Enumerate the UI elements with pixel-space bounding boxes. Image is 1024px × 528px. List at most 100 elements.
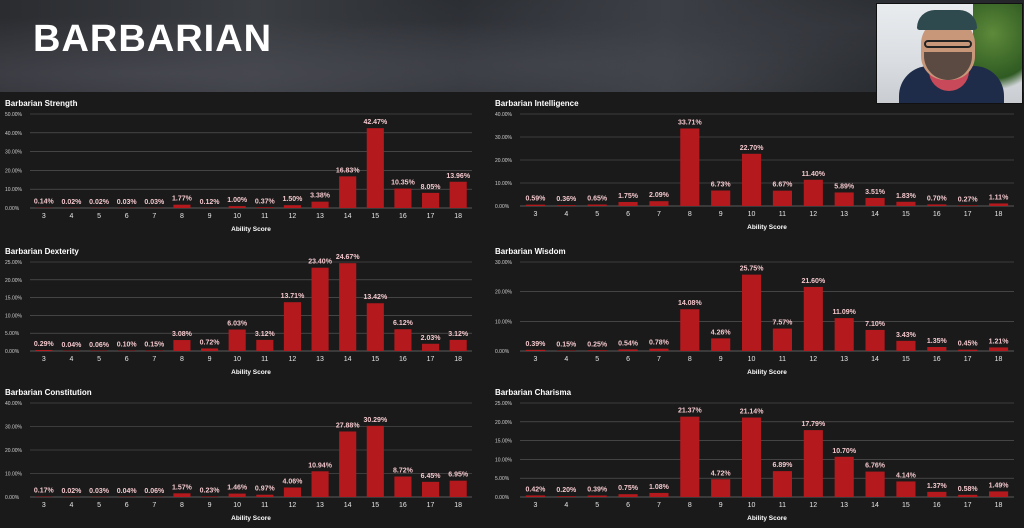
data-label: 8.05%	[421, 184, 442, 191]
x-tick-label: 11	[261, 356, 268, 363]
data-label: 0.12%	[200, 199, 221, 206]
chart-svg: Barbarian Strength 0.00% 10.00% 20.00% 30.00…	[5, 99, 472, 233]
data-label: 0.15%	[144, 341, 165, 348]
bar	[741, 417, 762, 497]
bar	[200, 348, 219, 351]
x-tick-label: 18	[995, 502, 1003, 509]
chart-title: Barbarian Wisdom	[495, 247, 566, 256]
bar	[35, 349, 53, 351]
x-tick-label: 18	[454, 502, 462, 509]
x-tick-label: 17	[427, 356, 435, 363]
x-axis-label: Ability Score	[231, 515, 271, 522]
y-tick-label: 20.00%	[495, 158, 513, 164]
x-axis-label: Ability Score	[747, 515, 787, 522]
bar	[228, 493, 246, 497]
x-tick-label: 8	[180, 213, 184, 220]
y-tick-label: 30.00%	[5, 150, 23, 156]
bar	[711, 190, 731, 206]
x-tick-label: 11	[779, 502, 786, 509]
x-tick-label: 3	[533, 502, 537, 509]
x-tick-label: 12	[289, 213, 297, 220]
data-label: 21.60%	[801, 278, 826, 285]
x-axis-label: Ability Score	[747, 369, 787, 376]
data-label: 0.54%	[618, 340, 639, 347]
data-label: 8.72%	[393, 468, 414, 475]
x-tick-label: 6	[626, 211, 630, 218]
x-tick-label: 7	[152, 356, 156, 363]
bar	[200, 496, 219, 497]
data-label: 10.94%	[308, 462, 333, 469]
x-tick-label: 17	[964, 502, 972, 509]
x-tick-label: 6	[626, 356, 630, 363]
bar	[988, 203, 1009, 206]
x-tick-label: 9	[208, 356, 212, 363]
x-tick-label: 13	[840, 356, 848, 363]
data-label: 0.10%	[117, 342, 138, 349]
bar	[772, 190, 793, 206]
x-tick-label: 5	[97, 502, 101, 509]
x-tick-label: 5	[595, 211, 599, 218]
data-label: 3.12%	[255, 331, 276, 338]
data-label: 33.71%	[678, 119, 703, 126]
x-tick-label: 10	[233, 356, 241, 363]
x-tick-label: 15	[902, 211, 910, 218]
x-axis-label: Ability Score	[231, 226, 271, 233]
x-tick-label: 15	[371, 213, 379, 220]
y-tick-label: 0.00%	[5, 206, 20, 212]
chart-intelligence: Barbarian Intelligence 0.00% 10.00% 20.00% 3…	[490, 96, 1024, 236]
bar	[711, 338, 731, 351]
bar	[421, 343, 440, 351]
data-label: 1.57%	[172, 484, 193, 491]
x-tick-label: 6	[626, 502, 630, 509]
y-tick-label: 15.00%	[5, 296, 23, 302]
data-label: 1.11%	[989, 194, 1009, 201]
bar	[834, 318, 854, 351]
data-label: 21.37%	[678, 408, 703, 415]
bar	[339, 431, 357, 497]
x-tick-label: 15	[902, 502, 910, 509]
bar	[618, 494, 638, 497]
header-banner: BARBARIAN	[0, 0, 1024, 92]
data-label: 0.42%	[526, 486, 547, 493]
data-label: 0.03%	[144, 199, 165, 206]
y-tick-label: 5.00%	[5, 331, 20, 337]
data-label: 11.09%	[833, 309, 857, 316]
bar	[711, 479, 731, 497]
x-tick-label: 3	[533, 211, 537, 218]
x-tick-label: 17	[964, 356, 972, 363]
x-tick-label: 8	[688, 502, 692, 509]
bar	[680, 128, 700, 206]
data-label: 0.27%	[958, 196, 979, 203]
bar	[896, 340, 916, 351]
bar	[988, 347, 1009, 351]
data-label: 0.25%	[587, 341, 608, 348]
data-label: 17.79%	[801, 421, 826, 428]
x-tick-label: 12	[809, 211, 817, 218]
data-label: 0.17%	[34, 488, 55, 495]
y-tick-label: 40.00%	[5, 401, 23, 407]
x-tick-label: 8	[688, 356, 692, 363]
x-tick-label: 5	[595, 356, 599, 363]
data-label: 0.78%	[649, 340, 670, 347]
data-label: 1.46%	[227, 485, 248, 492]
data-label: 27.88%	[336, 422, 361, 429]
bar	[896, 201, 916, 206]
bar	[680, 309, 700, 351]
chart-svg: Barbarian Intelligence 0.00% 10.00% 20.00% 3…	[495, 99, 1014, 231]
data-label: 0.23%	[200, 487, 221, 494]
bar	[618, 349, 638, 351]
bar	[988, 491, 1009, 497]
x-tick-label: 9	[208, 502, 212, 509]
data-label: 0.39%	[526, 341, 547, 348]
bar	[449, 339, 467, 351]
x-tick-label: 14	[344, 213, 352, 220]
data-label: 11.40%	[802, 171, 826, 178]
x-tick-label: 11	[261, 213, 268, 220]
x-tick-label: 4	[564, 211, 568, 218]
x-tick-label: 3	[42, 356, 46, 363]
bar	[525, 204, 546, 206]
x-tick-label: 12	[809, 502, 817, 509]
bar	[834, 456, 854, 497]
data-label: 1.83%	[896, 193, 917, 200]
bar	[339, 263, 357, 351]
